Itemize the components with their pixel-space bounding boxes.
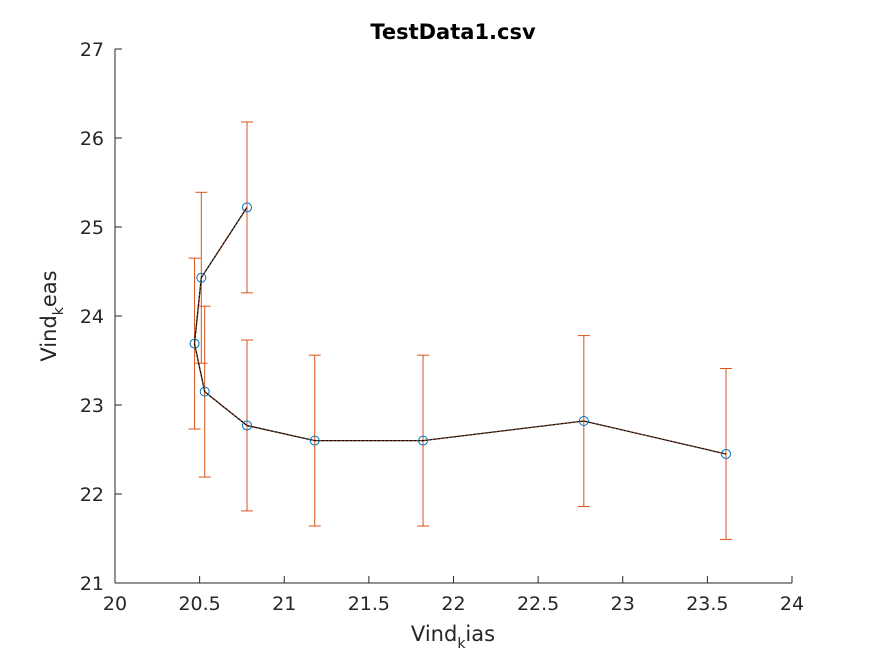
x-axis-label-main: Vind <box>411 622 457 646</box>
x-tick-label: 20 <box>103 593 127 615</box>
x-axis-label-rest: ias <box>465 622 495 646</box>
x-tick-label: 22.5 <box>517 593 559 615</box>
data-point <box>309 435 320 446</box>
y-tick-label: 21 <box>80 573 104 595</box>
x-tick-label: 24 <box>780 593 804 615</box>
y-axis-label-sub: k <box>51 306 67 315</box>
x-axis-label-sub: k <box>457 636 466 652</box>
chart-title: TestData1.csv <box>370 20 536 44</box>
x-axis-label: Vindkias <box>411 622 495 652</box>
y-tick-label: 27 <box>80 39 104 61</box>
axis-ticks: 20 20.5 21 21.5 22 22.5 23 23.5 24 21 22 23 24 25 26 27 <box>80 39 804 615</box>
data-point <box>242 202 253 213</box>
data-point <box>189 338 200 349</box>
x-tick-label: 23 <box>611 593 635 615</box>
data-point <box>196 272 207 283</box>
data-point <box>418 435 429 446</box>
plot-area <box>188 121 732 540</box>
y-tick-label: 24 <box>80 306 104 328</box>
x-tick-label: 20.5 <box>178 593 220 615</box>
data-point <box>578 416 589 427</box>
y-tick-label: 26 <box>80 128 104 150</box>
x-tick-label: 21.5 <box>348 593 390 615</box>
y-axis-label-main: Vind <box>37 315 61 361</box>
x-tick-label: 21 <box>272 593 296 615</box>
data-point <box>242 420 253 431</box>
y-tick-label: 22 <box>80 484 104 506</box>
data-point <box>720 448 731 459</box>
x-tick-label: 23.5 <box>686 593 728 615</box>
y-axis-label: Vindkeas <box>37 270 67 361</box>
y-tick-label: 23 <box>80 395 104 417</box>
data-point <box>199 386 210 397</box>
y-axis-label-rest: eas <box>37 270 61 307</box>
series-line-overlay <box>194 207 727 455</box>
y-tick-label: 25 <box>80 217 104 239</box>
x-tick-label: 22 <box>441 593 465 615</box>
